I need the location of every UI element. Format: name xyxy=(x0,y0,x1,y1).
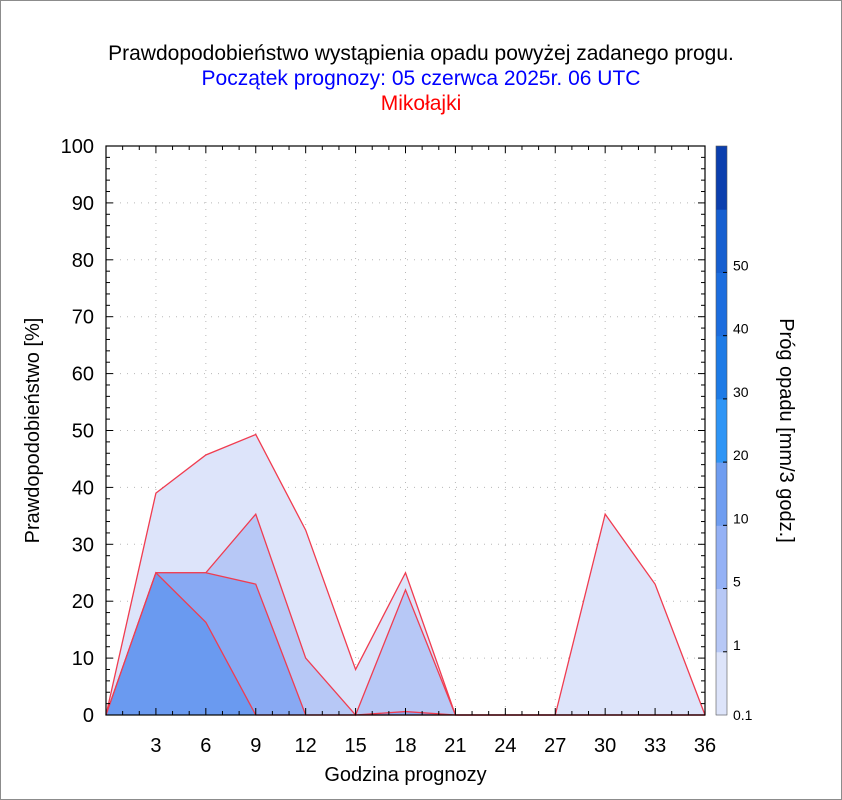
x-tick-label: 21 xyxy=(444,735,466,757)
x-tick-label: 18 xyxy=(394,735,416,757)
x-tick-label: 9 xyxy=(250,735,261,757)
location-label: Mikołajki xyxy=(380,92,462,115)
y-axis-label: Prawdopodobieństwo [%] xyxy=(22,318,44,544)
colorbar-segment xyxy=(716,525,727,590)
y-tick-label: 70 xyxy=(72,307,94,329)
x-tick-label: 3 xyxy=(150,735,161,757)
axes: 3 6 9 12 15 18 21 24 27 30 33 360102030405060708090… xyxy=(61,136,717,757)
x-tick-label: 36 xyxy=(694,735,716,757)
colorbar-segment xyxy=(716,209,727,273)
colorbar-tick-label: 50 xyxy=(733,257,749,273)
colorbar-tick-label: 40 xyxy=(733,321,749,337)
x-tick-label: 24 xyxy=(494,735,516,757)
colorbar-segment xyxy=(716,651,727,716)
colorbar-tick-label: 5 xyxy=(733,574,741,590)
y-tick-label: 20 xyxy=(72,591,94,613)
colorbar: 0.1 1 5 10 20 30 40 50 xyxy=(715,145,753,723)
colorbar-tick-label: 30 xyxy=(733,384,749,400)
y-tick-label: 80 xyxy=(72,250,94,272)
y-tick-label: 30 xyxy=(72,534,94,556)
chart-subtitle: Początek prognozy: 05 czerwca 2025r. 06 … xyxy=(201,67,641,90)
y-tick-label: 60 xyxy=(72,364,94,386)
colorbar-segment xyxy=(716,398,727,463)
chart-title: Prawdopodobieństwo wystąpienia opadu pow… xyxy=(108,42,734,65)
y-tick-label: 0 xyxy=(83,705,94,727)
x-tick-label: 33 xyxy=(644,735,666,757)
colorbar-segment xyxy=(716,272,727,337)
x-tick-label: 12 xyxy=(295,735,317,757)
y-tick-label: 50 xyxy=(72,421,94,443)
line-series-0.1 xyxy=(105,433,706,716)
probability-areas xyxy=(105,433,706,717)
colorbar-label: Próg opadu [mm/3 godz.] xyxy=(775,318,797,543)
x-tick-label: 27 xyxy=(544,735,566,757)
y-tick-label: 100 xyxy=(61,136,94,158)
x-axis-label: Godzina prognozy xyxy=(324,764,486,786)
colorbar-segment xyxy=(716,335,727,400)
y-tick-label: 10 xyxy=(72,648,94,670)
x-tick-label: 30 xyxy=(594,735,616,757)
colorbar-frame xyxy=(715,145,728,716)
colorbar-segment xyxy=(716,146,727,210)
area-series-5 xyxy=(106,572,705,715)
colorbar-tick-label: 0.1 xyxy=(733,707,753,723)
area-series-10 xyxy=(106,572,705,715)
y-tick-label: 40 xyxy=(72,477,94,499)
colorbar-segment xyxy=(716,588,727,653)
y-tick-label: 90 xyxy=(72,193,94,215)
x-tick-label: 6 xyxy=(200,735,211,757)
colorbar-tick-label: 10 xyxy=(733,510,749,526)
colorbar-tick-label: 20 xyxy=(733,447,749,463)
x-tick-label: 15 xyxy=(344,735,366,757)
colorbar-tick-label: 1 xyxy=(733,637,741,653)
colorbar-segment xyxy=(716,462,727,526)
